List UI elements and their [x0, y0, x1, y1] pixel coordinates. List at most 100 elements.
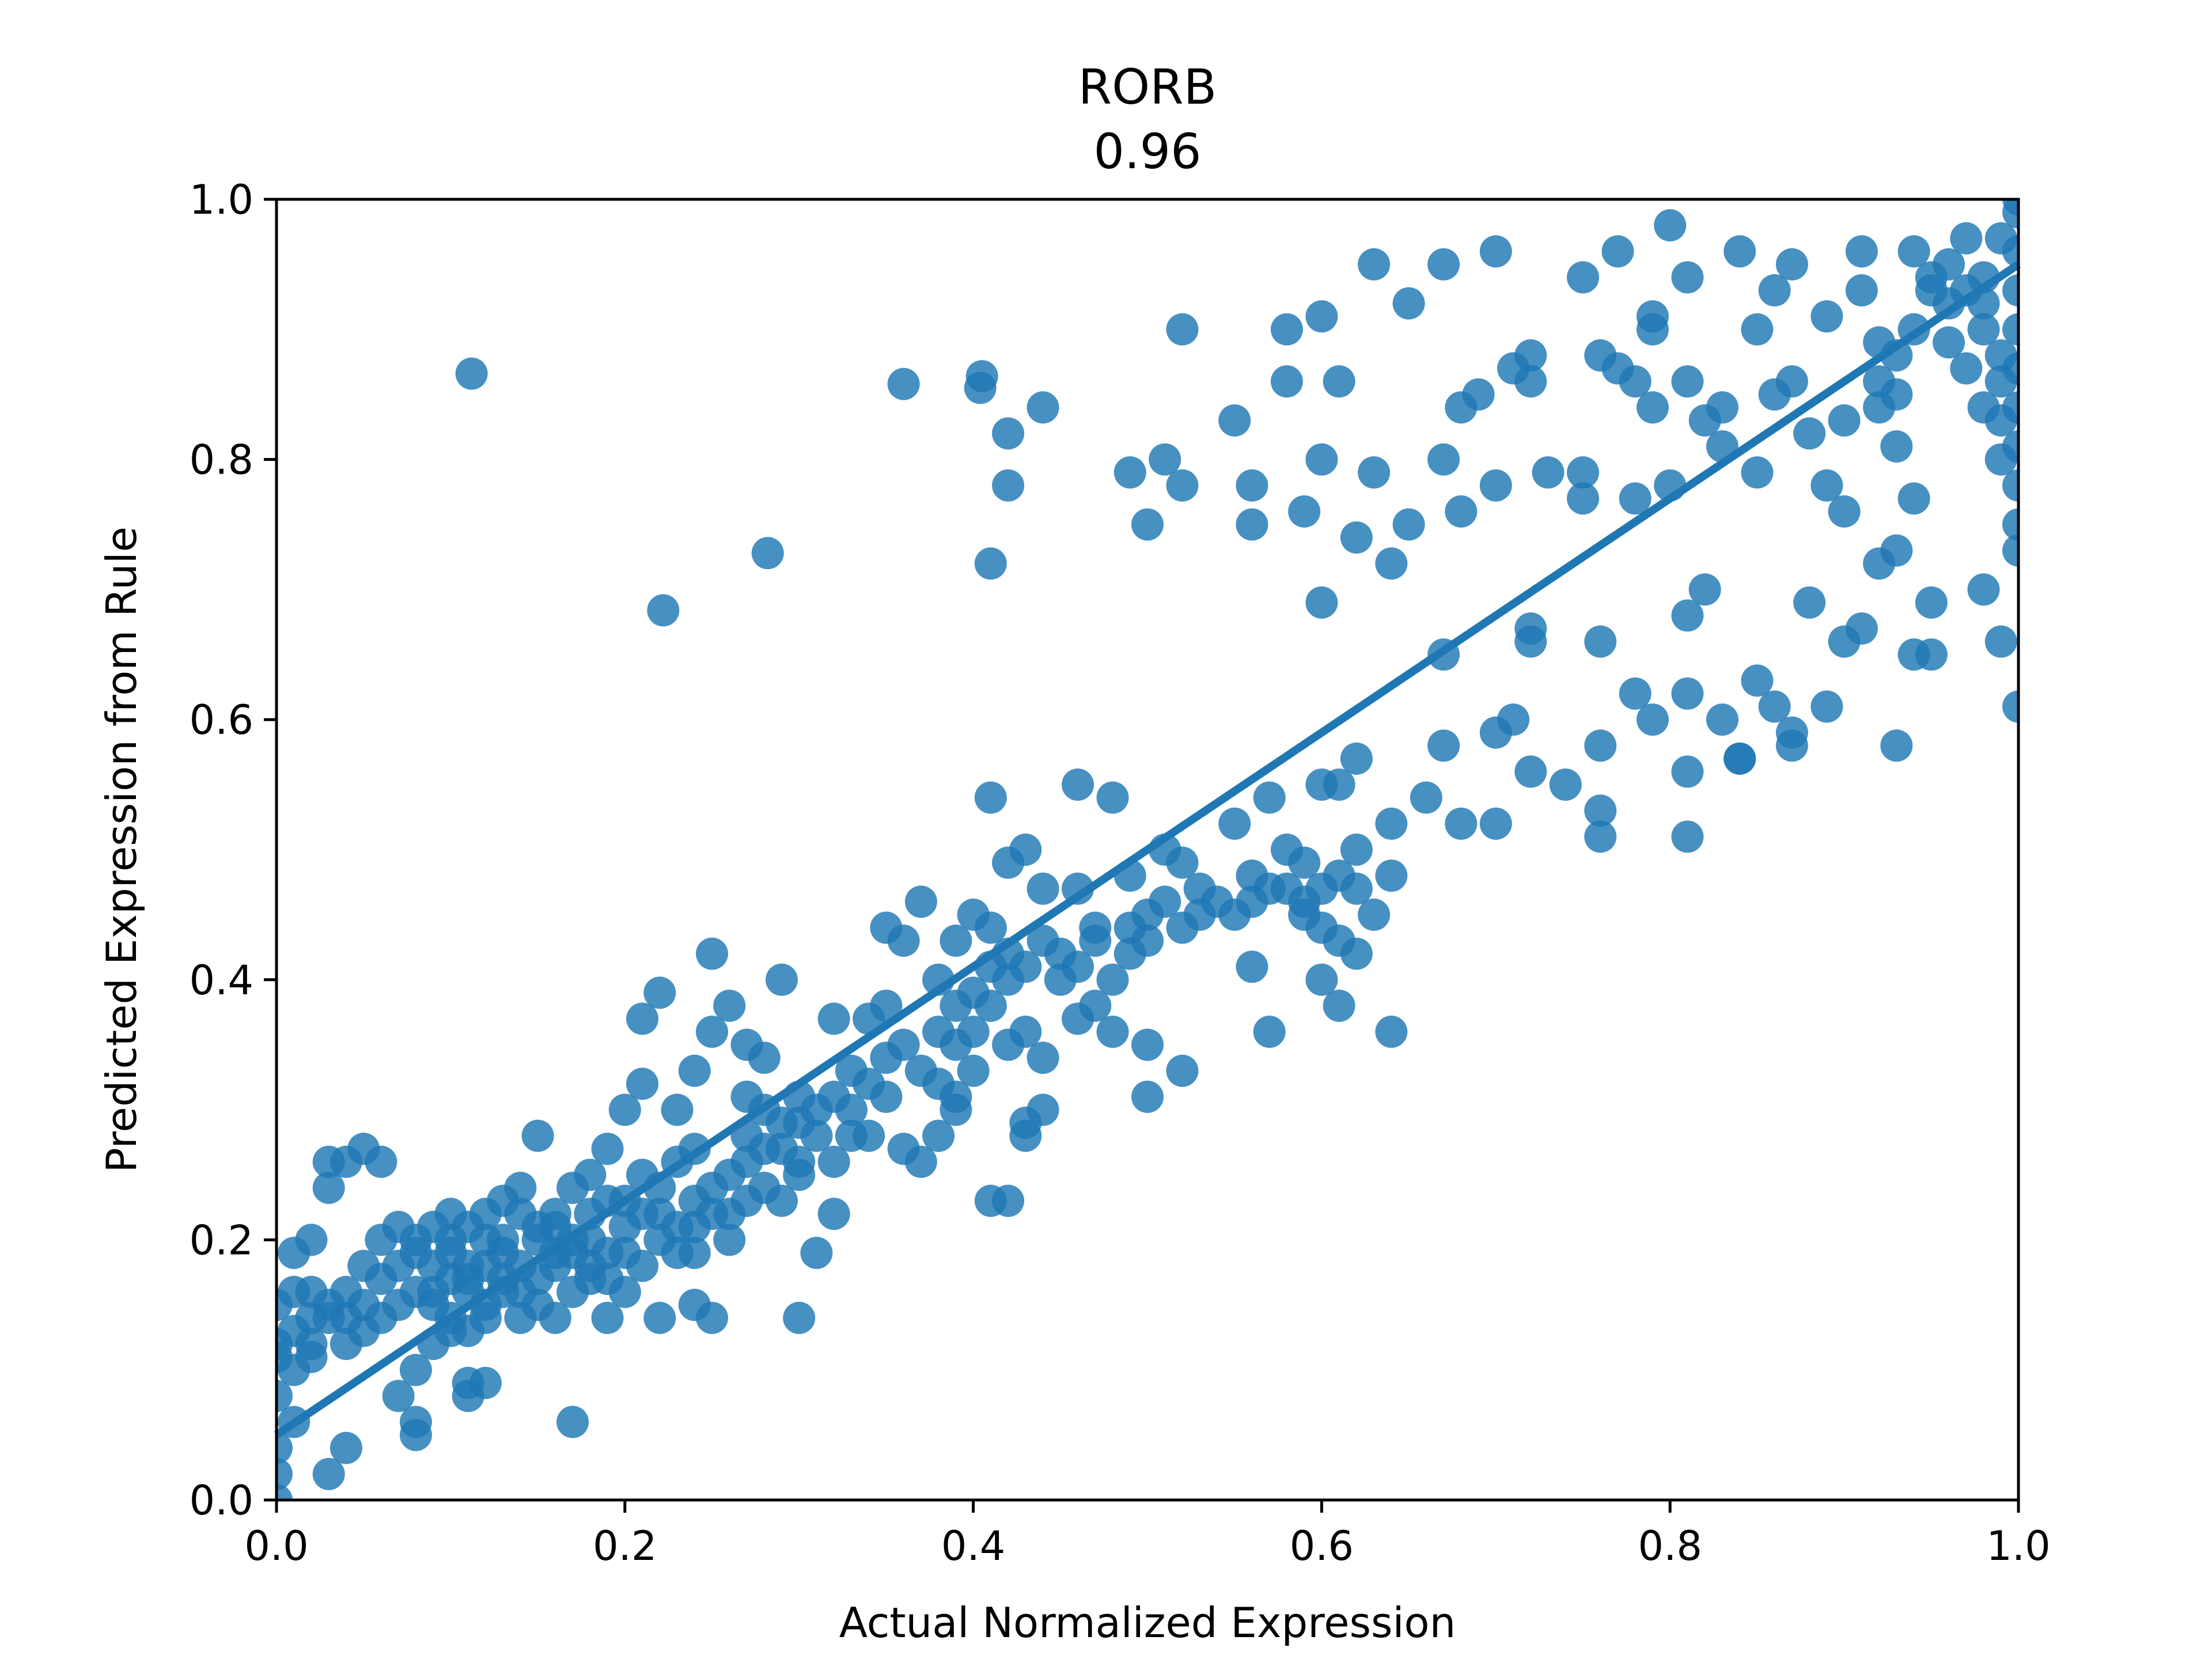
- data-point: [974, 781, 1007, 814]
- data-point: [1009, 1107, 1042, 1139]
- data-point: [1427, 443, 1460, 476]
- fit-line: [274, 261, 2021, 1438]
- data-point: [1636, 391, 1669, 424]
- data-point: [504, 1301, 537, 1334]
- data-point: [1671, 365, 1704, 398]
- data-point: [1619, 365, 1652, 398]
- data-point: [940, 925, 972, 957]
- data-point: [1166, 1054, 1199, 1087]
- data-point: [399, 1419, 432, 1452]
- data-point: [643, 1301, 676, 1334]
- data-point: [1027, 872, 1059, 905]
- data-point: [1706, 703, 1738, 736]
- data-point: [1323, 989, 1355, 1022]
- data-point: [295, 1340, 328, 1373]
- data-point: [1340, 742, 1373, 775]
- data-point: [1305, 768, 1338, 801]
- data-point: [1392, 508, 1425, 541]
- data-point: [1984, 443, 2017, 476]
- data-point: [295, 1275, 328, 1308]
- data-point: [957, 1016, 990, 1048]
- data-point: [1305, 963, 1338, 996]
- data-point: [1671, 755, 1704, 788]
- data-point: [278, 1236, 310, 1269]
- data-point: [1427, 729, 1460, 762]
- plot-frame: [275, 198, 2020, 1502]
- data-point: [1897, 235, 1930, 268]
- data-point: [904, 885, 937, 918]
- data-point: [1967, 573, 2000, 606]
- data-point: [887, 368, 920, 400]
- data-point: [312, 1172, 345, 1205]
- data-point: [1305, 443, 1338, 476]
- data-point: [1567, 261, 1599, 294]
- data-point: [2002, 534, 2018, 567]
- data-point: [1375, 859, 1408, 892]
- data-point: [1027, 391, 1059, 424]
- data-point: [1584, 820, 1617, 853]
- data-point: [1897, 482, 1930, 515]
- data-point: [647, 594, 680, 627]
- data-point: [1149, 443, 1181, 476]
- x-tick-label: 1.0: [1986, 1522, 2050, 1570]
- data-point: [591, 1132, 624, 1165]
- data-point: [2002, 352, 2018, 385]
- data-point: [1479, 469, 1512, 502]
- data-point: [1671, 261, 1704, 294]
- data-point: [1323, 365, 1355, 398]
- data-point: [276, 1289, 293, 1321]
- data-point: [556, 1275, 589, 1308]
- data-point: [1514, 365, 1547, 398]
- data-point: [1741, 313, 1774, 346]
- data-point: [1828, 404, 1861, 437]
- data-point: [1340, 937, 1373, 970]
- data-point: [626, 1249, 659, 1282]
- data-point: [626, 1067, 659, 1100]
- data-point: [1270, 872, 1303, 905]
- data-point: [1305, 300, 1338, 333]
- data-point: [992, 846, 1025, 879]
- data-point: [1340, 834, 1373, 866]
- data-point: [922, 1119, 955, 1152]
- data-point: [1166, 469, 1199, 502]
- data-point: [1514, 339, 1547, 372]
- y-axis: 0.0 0.2 0.4 0.6 0.8 1.0: [190, 176, 276, 1524]
- y-tick-label: 0.8: [190, 437, 253, 484]
- data-point: [329, 1431, 362, 1464]
- data-point: [1288, 495, 1321, 528]
- data-point: [957, 976, 990, 1009]
- data-point: [904, 1145, 937, 1178]
- data-point: [1636, 300, 1669, 333]
- data-point: [992, 469, 1025, 502]
- data-point: [1967, 313, 2000, 346]
- data-point: [591, 1263, 624, 1296]
- data-point: [399, 1354, 432, 1387]
- data-point: [1096, 963, 1129, 996]
- data-point: [1305, 586, 1338, 619]
- data-point: [1880, 729, 1913, 762]
- data-point: [817, 1198, 850, 1230]
- data-point: [1062, 1002, 1094, 1035]
- x-tick-label: 0.6: [1290, 1522, 1354, 1570]
- data-point: [1358, 456, 1391, 489]
- data-point: [1270, 365, 1303, 398]
- data-point: [556, 1172, 589, 1205]
- data-point: [696, 937, 728, 970]
- data-point: [276, 1457, 293, 1490]
- data-point: [1601, 235, 1634, 268]
- data-point: [1375, 1016, 1408, 1048]
- data-point: [1915, 274, 1948, 307]
- data-point: [276, 1380, 293, 1412]
- data-point: [1810, 469, 1843, 502]
- data-point: [1775, 729, 1808, 762]
- y-tick-label: 1.0: [190, 176, 253, 224]
- data-point: [608, 1093, 641, 1126]
- data-point: [940, 1081, 972, 1113]
- data-point: [1584, 794, 1617, 827]
- data-point: [730, 1145, 763, 1178]
- data-point: [751, 537, 784, 570]
- data-point: [539, 1301, 571, 1334]
- data-point: [713, 1198, 746, 1230]
- data-point: [2002, 469, 2018, 502]
